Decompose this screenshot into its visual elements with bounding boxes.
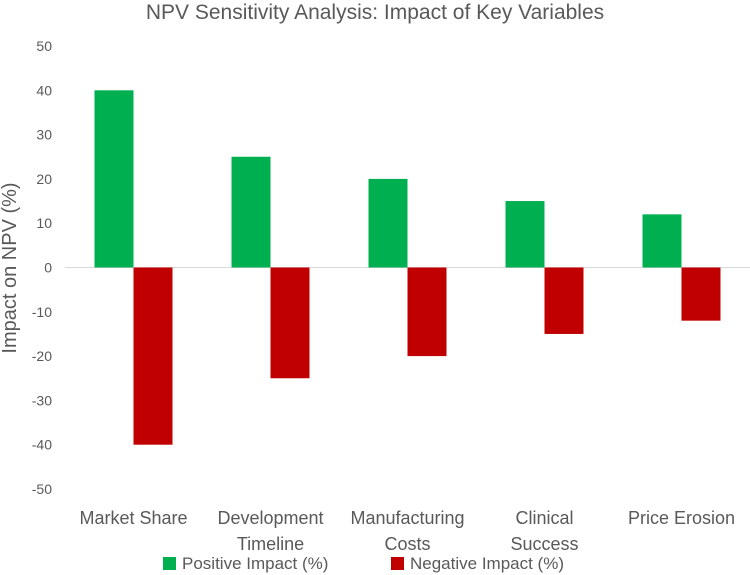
- category-label: Development Timeline: [217, 508, 323, 554]
- bar-positive-1: [231, 156, 271, 268]
- y-tick-label: -20: [32, 348, 52, 364]
- bar-positive-4: [642, 214, 682, 268]
- y-tick-label: 0: [44, 260, 52, 276]
- category-label-line: Success: [510, 534, 578, 554]
- category-label-line: Clinical: [515, 508, 573, 528]
- category-label-line: Costs: [384, 534, 430, 554]
- legend-label-negative: Negative Impact (%): [410, 554, 564, 573]
- legend: Positive Impact (%) Negative Impact (%): [163, 554, 564, 573]
- y-tick-label: 20: [36, 171, 52, 187]
- bar-positive-0: [94, 90, 134, 268]
- y-tick-label: -40: [32, 437, 52, 453]
- chart-title: NPV Sensitivity Analysis: Impact of Key …: [146, 1, 604, 24]
- category-label-line: Manufacturing: [350, 508, 464, 528]
- bar-negative-3: [544, 267, 584, 334]
- bars: [94, 90, 721, 445]
- category-labels: Market Share Development Timeline Manufactu…: [79, 508, 735, 554]
- y-tick-label: 40: [36, 82, 52, 98]
- category-label: Clinical Success: [510, 508, 578, 554]
- y-axis-ticks: 50 40 30 20 10 0 -10 -20 -30 -40 -50: [32, 38, 52, 497]
- category-label-line: Development: [217, 508, 323, 528]
- category-label: Market Share: [79, 508, 187, 528]
- legend-swatch-positive: [163, 557, 176, 570]
- bar-positive-2: [368, 178, 408, 268]
- y-axis-label: Impact on NPV (%): [0, 182, 21, 353]
- y-tick-label: -10: [32, 304, 52, 320]
- bar-negative-4: [681, 267, 721, 321]
- category-label: Price Erosion: [628, 508, 735, 528]
- legend-swatch-negative: [391, 557, 404, 570]
- category-label: Manufacturing Costs: [350, 508, 464, 554]
- bar-positive-3: [505, 201, 545, 268]
- bar-negative-2: [407, 267, 447, 357]
- category-label-line: Price Erosion: [628, 508, 735, 528]
- bar-negative-0: [133, 267, 173, 445]
- y-tick-label: 30: [36, 127, 52, 143]
- y-tick-label: -30: [32, 392, 52, 408]
- bar-negative-1: [270, 267, 310, 379]
- category-label-line: Market Share: [79, 508, 187, 528]
- category-label-line: Timeline: [237, 534, 304, 554]
- legend-label-positive: Positive Impact (%): [182, 554, 328, 573]
- y-tick-label: -50: [32, 481, 52, 497]
- y-tick-label: 50: [36, 38, 52, 54]
- y-tick-label: 10: [36, 215, 52, 231]
